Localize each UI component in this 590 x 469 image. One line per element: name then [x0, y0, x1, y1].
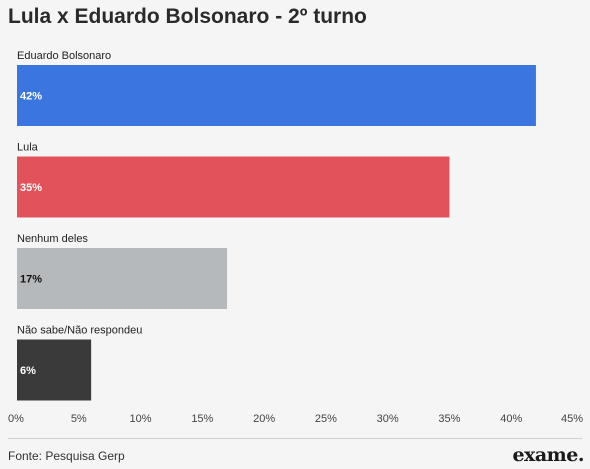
x-tick-label: 20%	[253, 413, 275, 425]
bar	[17, 156, 450, 218]
bar	[17, 248, 228, 309]
x-tick-label: 10%	[130, 413, 152, 425]
exame-logo: exame.	[512, 444, 584, 466]
x-tick-label: 25%	[315, 413, 337, 425]
x-tick-label: 35%	[438, 413, 460, 425]
data-label: 6%	[20, 365, 36, 377]
source-note: Fonte: Pesquisa Gerp	[8, 449, 125, 463]
x-tick-label: 30%	[377, 413, 399, 425]
category-label: Lula	[17, 142, 39, 154]
data-label: 35%	[20, 182, 42, 194]
bar	[17, 65, 536, 126]
category-label: Nenhum deles	[17, 233, 88, 245]
chart-title: Lula x Eduardo Bolsonaro - 2º turno	[8, 5, 367, 28]
bar	[17, 339, 92, 401]
x-tick-label: 15%	[191, 413, 213, 425]
x-tick-label: 45%	[561, 413, 583, 425]
x-tick-label: 40%	[500, 413, 522, 425]
x-tick-label: 5%	[71, 413, 87, 425]
category-label: Não sabe/Não respondeu	[17, 325, 142, 337]
footer-divider	[8, 438, 582, 439]
data-label: 42%	[20, 91, 42, 103]
data-label: 17%	[20, 274, 42, 286]
x-tick-label: 0%	[8, 413, 24, 425]
category-label: Eduardo Bolsonaro	[17, 50, 111, 62]
